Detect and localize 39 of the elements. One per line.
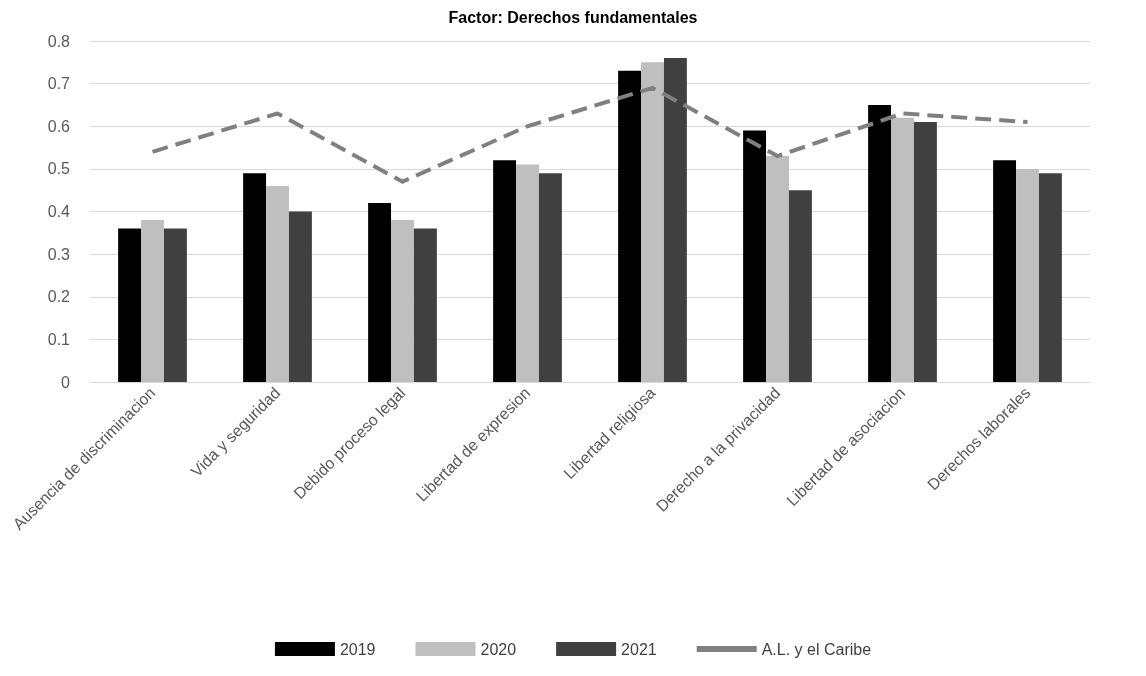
bar bbox=[1016, 168, 1039, 382]
bar bbox=[516, 164, 539, 382]
legend-label: 2019 bbox=[339, 640, 376, 658]
bar bbox=[413, 228, 437, 382]
bar bbox=[118, 228, 142, 382]
y-tick-label: 0.4 bbox=[47, 203, 71, 220]
bar bbox=[266, 185, 289, 382]
legend-label: 2020 bbox=[480, 640, 517, 658]
bar bbox=[743, 130, 767, 382]
bar bbox=[493, 160, 517, 382]
y-tick-label: 0 bbox=[61, 373, 71, 391]
bar bbox=[243, 173, 267, 382]
bar bbox=[618, 70, 642, 382]
bar bbox=[891, 117, 914, 382]
bar bbox=[391, 220, 414, 382]
legend-label: A.L. y el Caribe bbox=[761, 640, 872, 658]
y-tick-label: 0.5 bbox=[47, 160, 71, 178]
y-tick-label: 0.6 bbox=[47, 117, 71, 135]
bar bbox=[788, 190, 812, 382]
line-series bbox=[150, 85, 1030, 184]
bar bbox=[163, 228, 187, 382]
bar bbox=[538, 173, 562, 382]
chart-title: Factor: Derechos fundamentales bbox=[448, 8, 698, 26]
bar bbox=[368, 202, 392, 382]
y-tick-label: 0.7 bbox=[47, 75, 71, 93]
bar bbox=[868, 104, 892, 382]
bar bbox=[641, 62, 664, 382]
y-tick-label: 0.1 bbox=[47, 330, 71, 348]
bar bbox=[663, 58, 687, 382]
y-tick-label: 0.3 bbox=[47, 245, 71, 263]
bar bbox=[766, 156, 789, 382]
bar bbox=[913, 121, 937, 382]
bar bbox=[288, 211, 312, 382]
y-tick-label: 0.8 bbox=[47, 32, 71, 50]
y-tick-label: 0.2 bbox=[47, 288, 71, 306]
bar bbox=[1038, 173, 1062, 382]
legend-label: 2021 bbox=[621, 640, 657, 658]
bar bbox=[993, 160, 1017, 382]
bar bbox=[141, 220, 164, 382]
